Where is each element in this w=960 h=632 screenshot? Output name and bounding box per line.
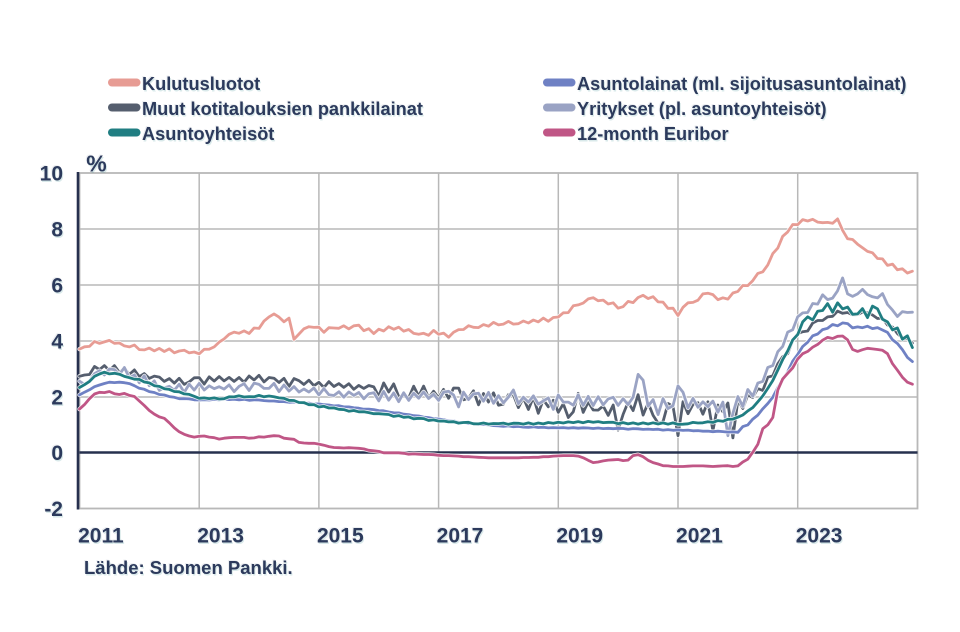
svg-text:2: 2 <box>51 386 63 409</box>
svg-text:-2: -2 <box>44 498 63 521</box>
svg-text:Asuntolainat (ml. sijoitusasun: Asuntolainat (ml. sijoitusasuntolainat) <box>577 74 906 94</box>
svg-text:Muut kotitalouksien pankkilain: Muut kotitalouksien pankkilainat <box>142 99 423 119</box>
svg-text:2021: 2021 <box>676 525 723 548</box>
svg-text:8: 8 <box>51 218 63 241</box>
svg-text:%: % <box>86 151 106 177</box>
svg-text:2017: 2017 <box>437 525 484 548</box>
svg-text:Asuntoyhteisöt: Asuntoyhteisöt <box>142 124 274 144</box>
svg-text:6: 6 <box>51 274 63 297</box>
svg-text:2013: 2013 <box>197 525 244 548</box>
svg-text:Kulutusluotot: Kulutusluotot <box>142 74 260 94</box>
svg-text:2019: 2019 <box>556 525 603 548</box>
svg-text:Yritykset (pl. asuntoyhteisöt): Yritykset (pl. asuntoyhteisöt) <box>577 99 827 119</box>
svg-text:2023: 2023 <box>796 525 843 548</box>
svg-text:0: 0 <box>51 442 63 465</box>
svg-text:12-month Euribor: 12-month Euribor <box>577 124 729 144</box>
svg-text:2015: 2015 <box>317 525 364 548</box>
svg-text:Lähde: Suomen Pankki.: Lähde: Suomen Pankki. <box>84 557 293 578</box>
svg-text:2011: 2011 <box>78 525 124 548</box>
svg-text:4: 4 <box>51 330 63 353</box>
svg-text:10: 10 <box>40 162 63 185</box>
